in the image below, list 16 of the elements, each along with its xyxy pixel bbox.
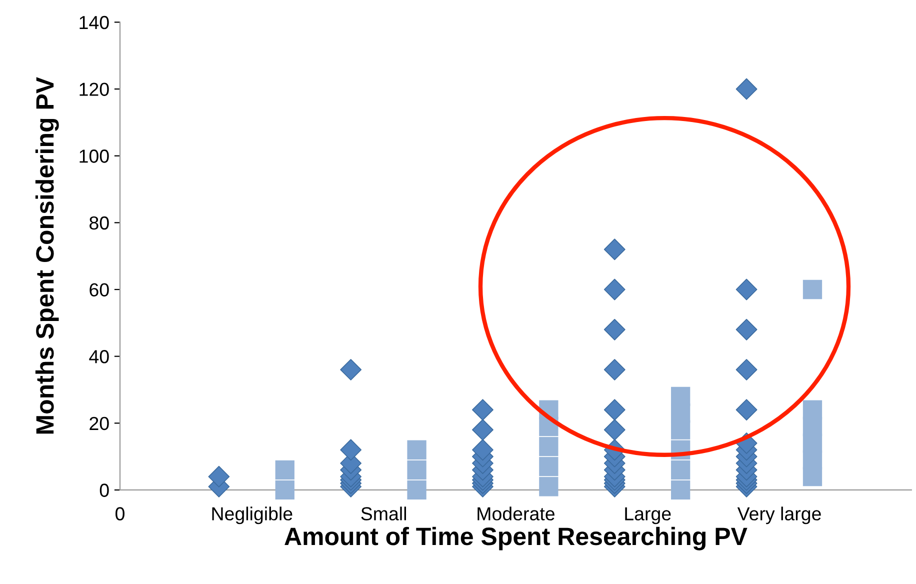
x-tick-label: Large	[625, 507, 671, 524]
y-tick-label: 60	[90, 283, 109, 296]
y-tick-label: 80	[90, 216, 109, 230]
y-tick-label: 140	[80, 16, 109, 30]
x-tick-label: Very large	[737, 506, 821, 524]
x-tick-label: Negligible	[212, 506, 292, 524]
y-tick-label: 120	[80, 82, 109, 96]
y-tick-label: 0	[100, 484, 109, 497]
x-tick-label: Small	[361, 506, 406, 520]
y-tick-label: 20	[90, 416, 109, 430]
x-tick-label: Moderate	[478, 506, 554, 520]
y-axis-title: Months Spent Considering PV	[35, 77, 59, 434]
x-axis-title: Amount of Time Spent Researching PV	[284, 526, 748, 550]
x-tick-label: 0	[116, 507, 124, 520]
y-tick-label: 40	[89, 350, 109, 364]
y-tick-label: 100	[80, 150, 109, 163]
